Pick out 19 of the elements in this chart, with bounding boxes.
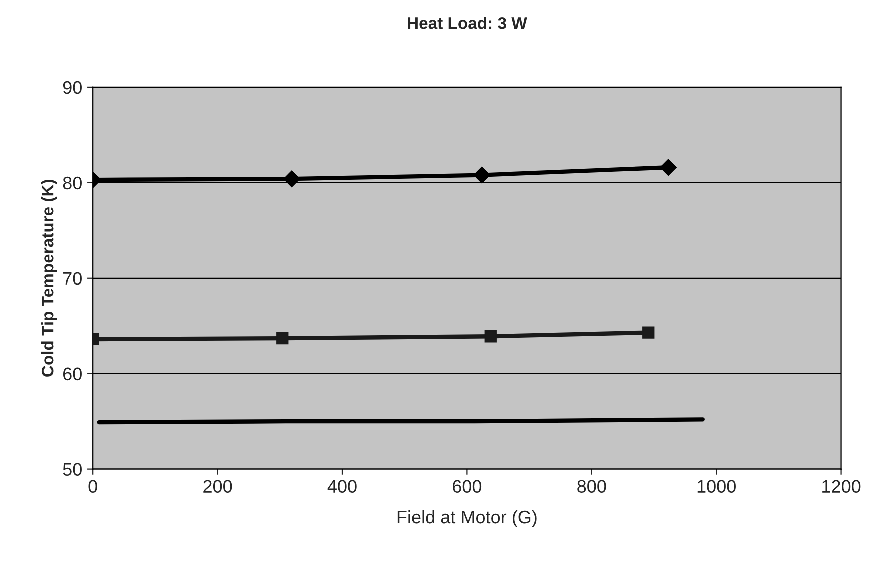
y-tick-label: 50: [63, 463, 82, 476]
x-tick-label: 400: [328, 480, 357, 493]
x-tick-label: 0: [88, 480, 98, 493]
x-tick-label: 200: [204, 480, 232, 493]
x-axis-title: Field at Motor (G): [398, 510, 537, 528]
y-tick-label: 90: [63, 81, 82, 94]
y-tick-label: 80: [63, 176, 82, 190]
x-tick-label: 1000: [698, 480, 736, 493]
x-tick-label: 1200: [822, 480, 861, 493]
y-axis-title: Cold Tip Temperature (K): [42, 180, 58, 377]
x-tick-label: 600: [453, 480, 482, 493]
point: [484, 330, 497, 343]
y-tick-label: 60: [64, 368, 82, 381]
point: [660, 159, 677, 176]
point: [474, 166, 491, 184]
y-tick-label: 70: [64, 272, 82, 286]
chart-title: Heat Load: 3 W: [408, 17, 528, 30]
point: [642, 326, 655, 339]
x-tick-label: 800: [578, 480, 606, 493]
